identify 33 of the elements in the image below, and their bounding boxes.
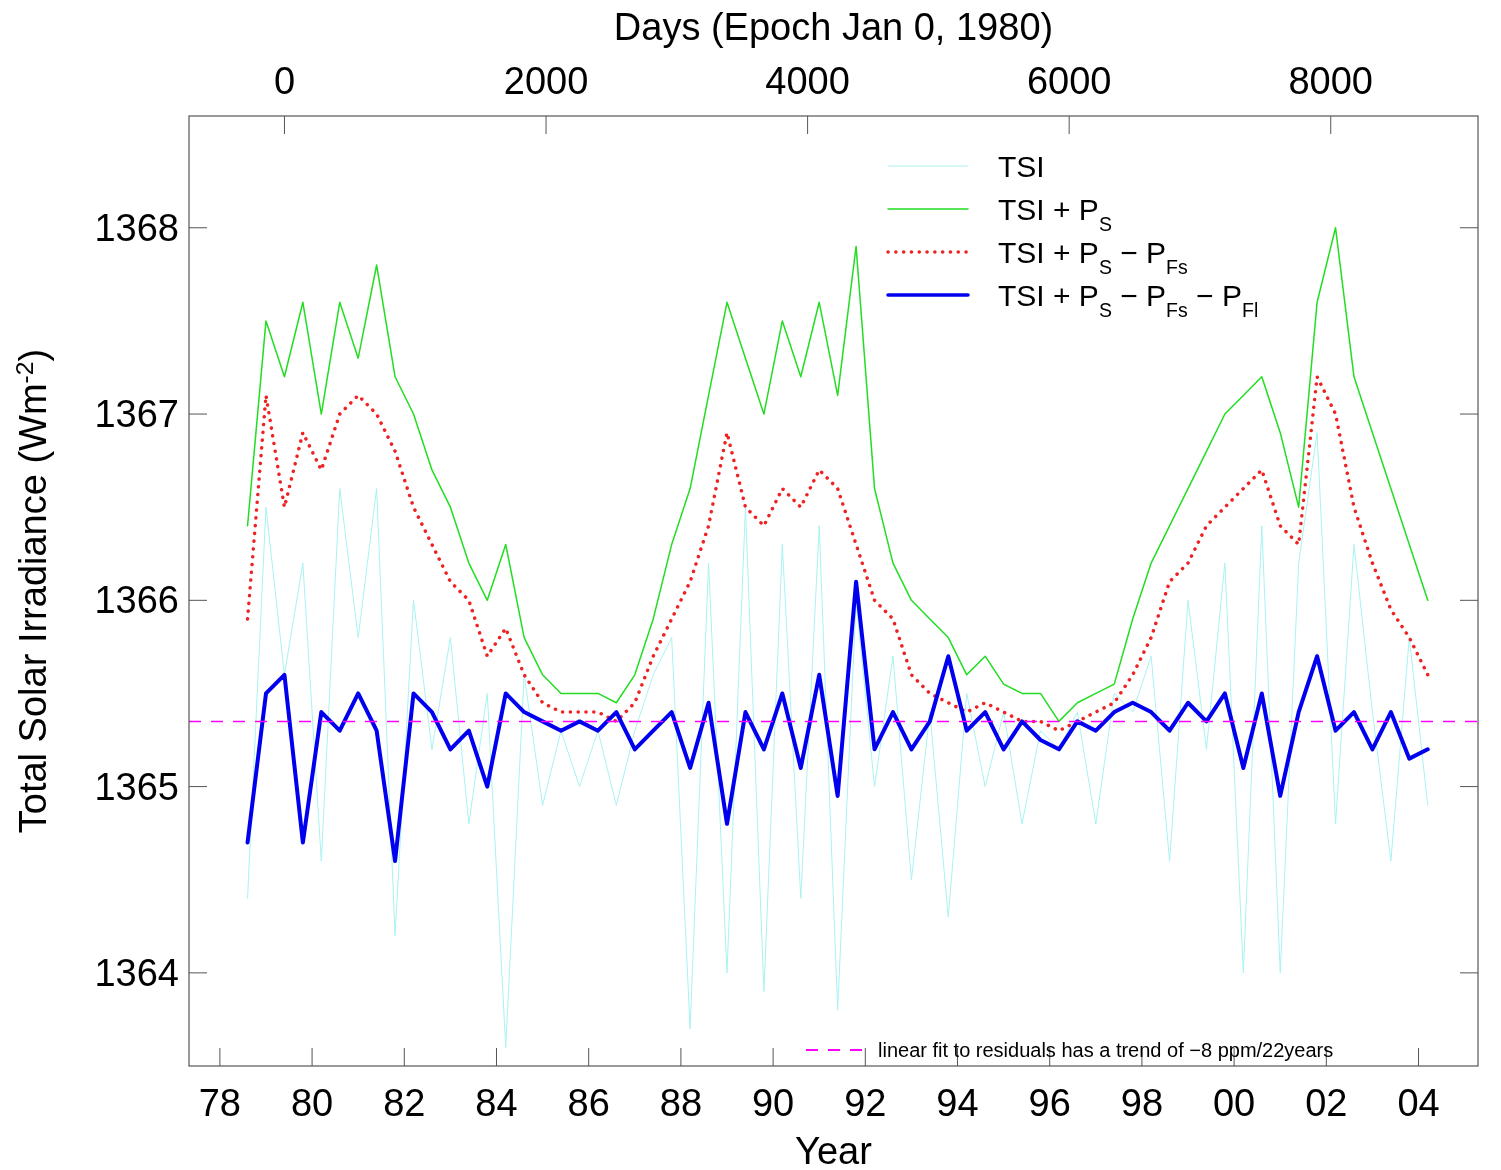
legend-label: TSI + P$_{S}$ − P$_{Fs}$ − P$_{Fl}$: [998, 279, 1259, 321]
y-tick-label: 1364: [94, 951, 179, 994]
x-tick-label: 88: [659, 1082, 703, 1124]
x-tick-label: 80: [290, 1082, 334, 1124]
x-tick-label: 86: [567, 1082, 610, 1124]
y-tick-label: 1365: [94, 765, 179, 808]
x-tick-label: 02: [1305, 1082, 1348, 1124]
legend-label: linear fit to residuals has a trend of −8 ppm/22years: [878, 1039, 1334, 1061]
x-tick-label: 90: [751, 1082, 795, 1124]
x-axis-title: Year: [795, 1130, 873, 1170]
y-tick-label: 1367: [94, 393, 179, 436]
x-tick-label: 96: [1028, 1082, 1071, 1124]
x2-tick-label: 6000: [1026, 60, 1112, 102]
line-series: [245, 375, 1430, 733]
x2-tick-label: 8000: [1288, 60, 1374, 102]
x2-tick-label: 0: [273, 60, 296, 102]
x-tick-label: 98: [1120, 1082, 1164, 1124]
legend-label: TSI: [998, 150, 1045, 183]
legend-label: TSI + P$_{S}$: [998, 193, 1112, 235]
x-tick-label: 84: [475, 1082, 518, 1124]
x-tick-label: 78: [198, 1082, 242, 1124]
legend-label: TSI + P$_{S}$ − P$_{Fs}$: [998, 236, 1189, 278]
x2-axis-title: Days (Epoch Jan 0, 1980): [613, 6, 1054, 48]
x2-tick-label: 4000: [765, 60, 850, 102]
x-tick-label: 94: [936, 1082, 979, 1124]
y-tick-label: 1368: [94, 206, 179, 249]
x-tick-label: 00: [1212, 1082, 1256, 1124]
x-tick-label: 92: [844, 1082, 887, 1124]
line-series: [245, 579, 1430, 864]
x2-tick-label: 2000: [503, 60, 589, 102]
x-tick-label: 82: [383, 1082, 426, 1124]
x-tick-label: 04: [1397, 1082, 1440, 1124]
y-tick-label: 1366: [94, 579, 179, 622]
